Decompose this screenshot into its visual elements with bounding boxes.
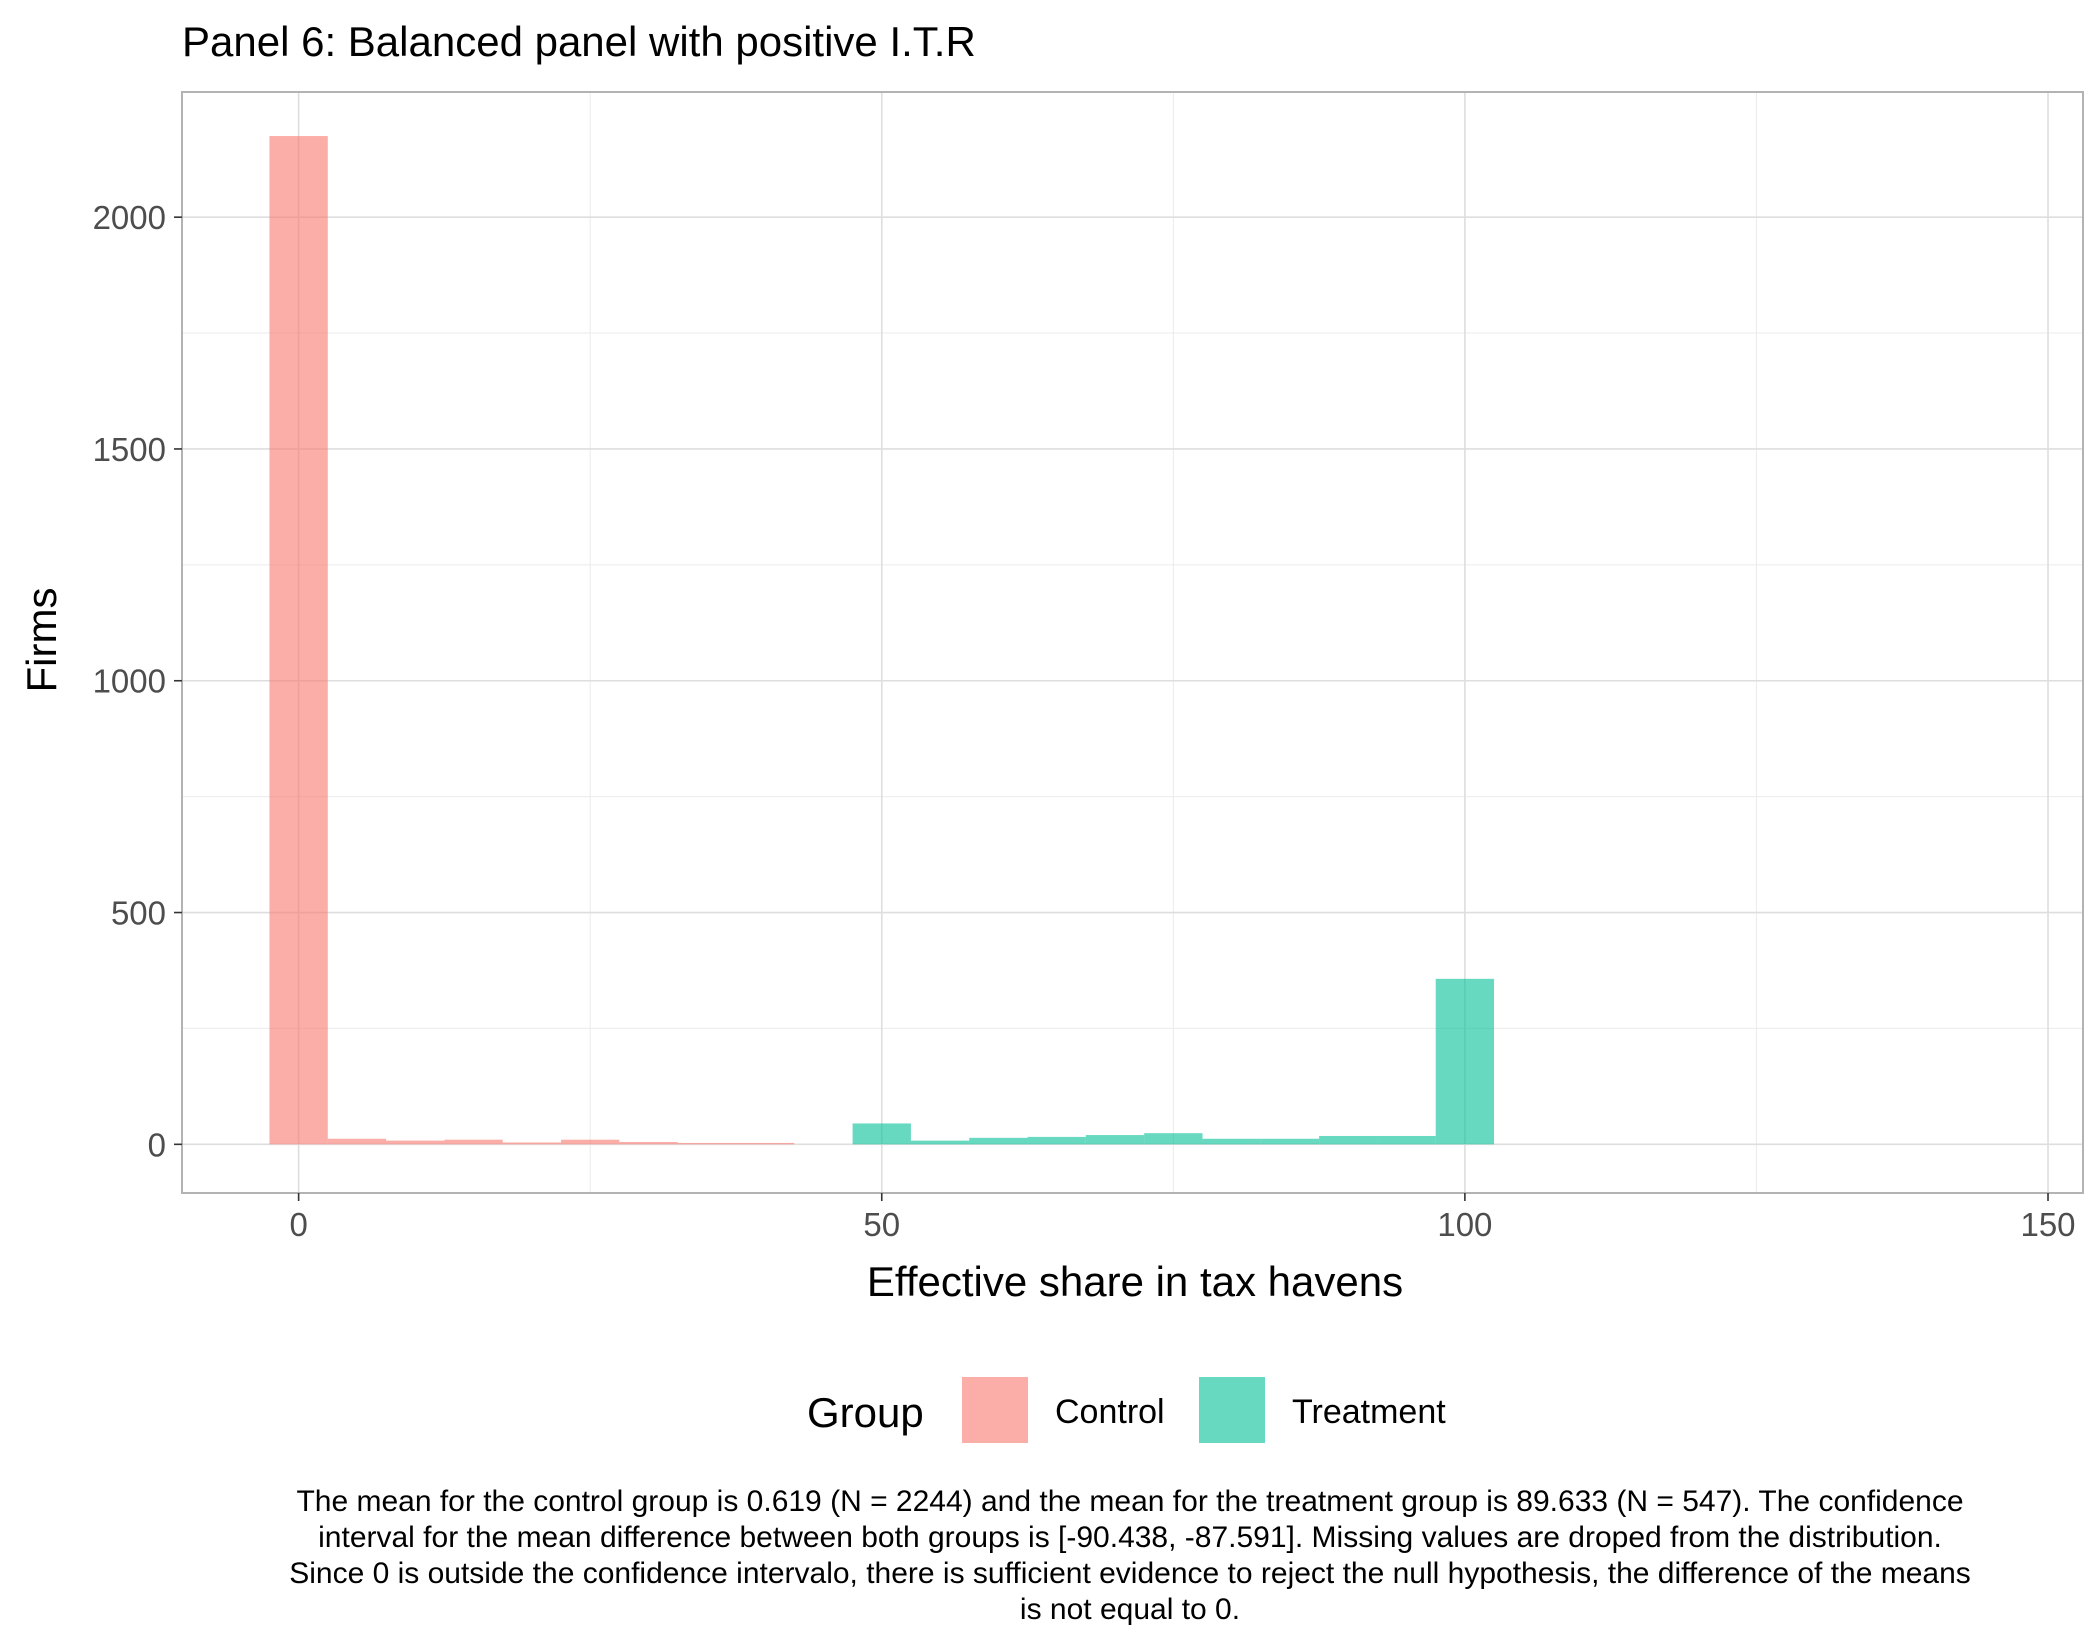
- bar-treatment: [1202, 1138, 1261, 1145]
- legend-swatch-treatment: [1199, 1377, 1265, 1443]
- bar-control: [677, 1142, 736, 1145]
- bar-control: [502, 1142, 562, 1145]
- bar-control: [269, 136, 328, 1145]
- legend-title: Group: [807, 1389, 924, 1436]
- y-tick-label: 1500: [93, 431, 166, 468]
- histogram-bars: [269, 136, 1495, 1145]
- bar-treatment: [1144, 1133, 1203, 1145]
- legend: Group Control Treatment: [807, 1377, 1446, 1443]
- legend-swatch-control: [962, 1377, 1028, 1443]
- bar-treatment: [1027, 1136, 1086, 1145]
- legend-label-treatment: Treatment: [1292, 1393, 1446, 1431]
- chart-title: Panel 6: Balanced panel with positive I.…: [182, 18, 976, 65]
- chart-caption: The mean for the control group is 0.619 …: [289, 1485, 1971, 1626]
- y-tick-label: 2000: [93, 199, 166, 236]
- bar-treatment: [1435, 978, 1495, 1145]
- bar-treatment: [852, 1123, 911, 1145]
- y-tick-label: 500: [111, 895, 166, 932]
- bar-treatment: [1260, 1138, 1320, 1145]
- legend-label-control: Control: [1055, 1393, 1165, 1431]
- y-tick-label: 1000: [93, 663, 166, 700]
- y-tick-label: 0: [148, 1126, 166, 1163]
- plot-panel-border: [181, 91, 2084, 1194]
- x-axis-label: Effective share in tax havens: [867, 1258, 1403, 1305]
- bar-control: [619, 1142, 678, 1145]
- bar-control: [327, 1138, 387, 1145]
- x-tick-label: 0: [289, 1206, 307, 1243]
- bar-control: [561, 1139, 620, 1145]
- bar-control: [444, 1139, 503, 1145]
- bar-treatment: [969, 1137, 1028, 1145]
- bar-treatment: [1377, 1135, 1436, 1145]
- bar-treatment: [1085, 1135, 1145, 1145]
- x-axis-ticks: 0 50 100 150: [289, 1193, 2076, 1243]
- bar-control: [386, 1140, 445, 1145]
- y-axis-label: Firms: [18, 588, 65, 693]
- bar-treatment: [910, 1140, 970, 1145]
- x-tick-label: 50: [863, 1206, 900, 1243]
- y-axis-ticks: 0 500 1000 1500 2000: [93, 199, 182, 1163]
- x-tick-label: 100: [1437, 1206, 1492, 1243]
- grid-lines: [182, 92, 2083, 1193]
- x-tick-label: 150: [2020, 1206, 2075, 1243]
- bar-control: [735, 1142, 795, 1145]
- bar-treatment: [1319, 1135, 1378, 1145]
